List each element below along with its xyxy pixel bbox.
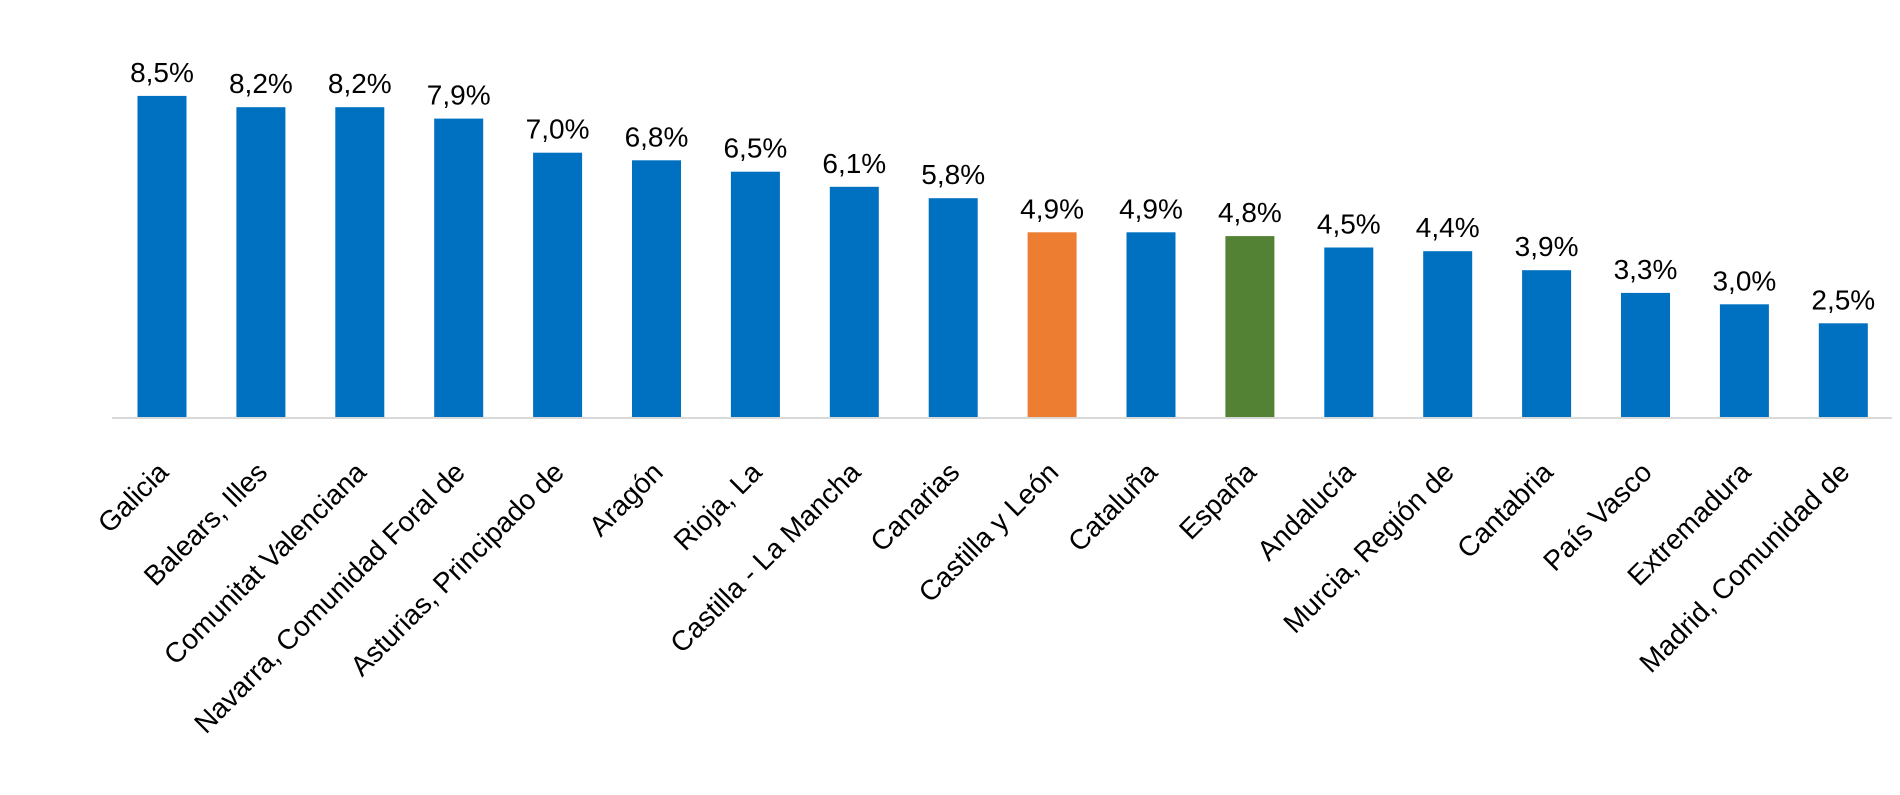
value-labels-layer: 8,5% 8,2% 8,2% 7,9% 7,0% 6,8% 6,5% 6,1% 5,8% 4,9%… [130,57,1875,315]
category-label-aragon: Aragón [583,456,669,542]
bar-espana [1225,236,1275,418]
value-label-canarias: 5,8% [921,159,985,190]
value-label-asturias-principado-de: 7,0% [526,114,590,145]
bar-galicia [137,95,187,419]
category-label-comunitat-valenciana: Comunitat Valenciana [158,456,372,670]
value-label-cataluna: 4,9% [1119,193,1183,224]
value-label-aragon: 6,8% [625,121,689,152]
bar-pais-vasco [1621,292,1670,418]
value-label-balears-illes: 8,2% [229,68,293,99]
category-label-cataluna: Cataluña [1062,456,1163,557]
bar-canarias [928,198,978,418]
bar-extremadura [1719,304,1769,418]
category-label-castilla-la-mancha: Castilla - La Mancha [664,456,867,659]
category-label-espana: España [1173,456,1262,545]
bar-asturias-principado-de [533,152,583,418]
bar-madrid-comunidad-de [1818,323,1868,419]
bars-layer [137,95,1868,419]
bar-murcia-region-de [1423,251,1473,418]
value-label-cantabria: 3,9% [1515,231,1579,262]
category-label-canarias: Canarias [864,456,965,557]
bar-castilla-la-mancha [829,186,879,418]
bar-balears-illes [236,107,286,418]
category-label-murcia-region-de: Murcia, Región de [1277,456,1460,639]
value-label-madrid-comunidad-de: 2,5% [1811,284,1875,315]
bar-comunitat-valenciana [335,107,385,418]
value-label-navarra-comunidad-foral-de: 7,9% [427,80,491,111]
value-label-espana: 4,8% [1218,197,1282,228]
value-label-castilla-la-mancha: 6,1% [822,148,886,179]
bar-aragon [632,160,681,419]
value-label-extremadura: 3,0% [1712,265,1776,296]
value-label-comunitat-valenciana: 8,2% [328,68,392,99]
value-label-murcia-region-de: 4,4% [1416,212,1480,243]
category-label-rioja-la: Rioja, La [668,456,768,556]
value-label-galicia: 8,5% [130,57,194,88]
value-label-rioja-la: 6,5% [723,133,787,164]
value-label-andalucia: 4,5% [1317,209,1381,240]
bar-andalucia [1324,247,1374,418]
category-label-galicia: Galicia [92,456,175,539]
value-label-castilla-y-leon: 4,9% [1020,193,1084,224]
bar-navarra-comunidad-foral-de [434,118,484,418]
bar-cantabria [1522,270,1572,418]
value-label-pais-vasco: 3,3% [1614,254,1678,285]
bar-cataluna [1126,232,1176,418]
bar-rioja-la [730,171,780,418]
bar-castilla-y-leon [1027,232,1077,418]
